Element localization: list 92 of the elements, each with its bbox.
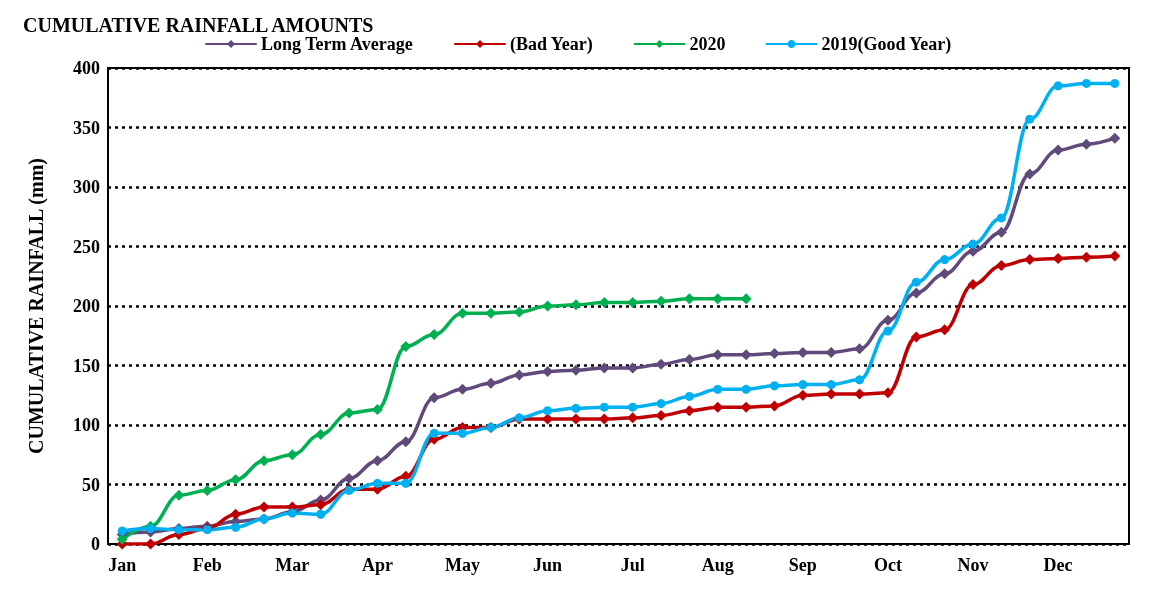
- point: [940, 255, 950, 265]
- point: [371, 455, 383, 467]
- point: [571, 403, 581, 413]
- x-tick-label: Dec: [1043, 555, 1073, 575]
- point: [939, 268, 951, 280]
- point: [1053, 81, 1063, 91]
- point: [826, 380, 836, 390]
- point: [967, 279, 979, 291]
- point: [1052, 144, 1064, 156]
- point: [1110, 78, 1120, 88]
- point: [1025, 114, 1035, 124]
- point: [570, 413, 582, 425]
- point: [485, 307, 497, 319]
- x-tick-label: Mar: [275, 555, 310, 575]
- point: [258, 455, 270, 467]
- point: [628, 402, 638, 412]
- y-tick-label: 150: [73, 355, 100, 376]
- x-tick-label: Apr: [361, 555, 393, 575]
- point: [741, 384, 751, 394]
- point: [458, 428, 468, 438]
- x-tick-label: May: [445, 555, 481, 575]
- point: [428, 392, 440, 404]
- y-tick-label: 350: [73, 117, 100, 138]
- point: [1109, 250, 1121, 262]
- point: [855, 375, 865, 385]
- point: [770, 381, 779, 391]
- point: [428, 329, 440, 341]
- point: [995, 226, 1007, 238]
- point: [372, 478, 382, 488]
- x-tick-label: Jun: [533, 555, 563, 575]
- x-tick-label: Feb: [192, 555, 222, 575]
- point: [230, 474, 242, 486]
- point: [343, 473, 355, 485]
- point: [231, 522, 241, 532]
- x-tick-label: Nov: [957, 555, 989, 575]
- point: [343, 407, 355, 419]
- point: [429, 428, 439, 438]
- y-axis-title: CUMULATIVE RAINFALL (mm): [25, 158, 48, 454]
- point: [315, 499, 327, 511]
- point: [854, 343, 866, 355]
- y-tick-label: 250: [73, 236, 100, 257]
- point: [911, 277, 921, 287]
- point: [400, 436, 412, 448]
- point: [939, 324, 951, 336]
- y-tick-label: 300: [73, 177, 100, 197]
- point: [656, 399, 666, 409]
- point: [798, 380, 808, 390]
- point: [258, 501, 270, 513]
- y-tick-label: 0: [91, 534, 100, 554]
- point: [570, 364, 582, 376]
- x-tick-label: Sep: [788, 555, 817, 575]
- point: [825, 388, 837, 400]
- x-tick-label: Aug: [701, 555, 734, 575]
- x-tick-label: Oct: [873, 555, 902, 575]
- point: [117, 526, 127, 536]
- point: [543, 406, 553, 416]
- y-tick-label: 100: [73, 415, 100, 435]
- point: [995, 260, 1007, 272]
- y-tick-label: 200: [73, 296, 100, 316]
- point: [230, 508, 242, 520]
- point: [315, 429, 327, 441]
- x-tick-label: Jul: [620, 555, 645, 575]
- point: [286, 449, 298, 461]
- x-tick-label: Jan: [108, 555, 137, 575]
- point: [713, 384, 723, 394]
- point: [882, 387, 894, 399]
- point: [683, 405, 695, 417]
- point: [400, 340, 412, 352]
- point: [910, 287, 922, 299]
- point: [1024, 168, 1036, 180]
- point: [968, 239, 978, 249]
- legend-label: Long Term Average: [261, 34, 413, 54]
- point: [883, 326, 893, 336]
- point: [485, 377, 497, 389]
- point: [1081, 78, 1091, 88]
- point: [401, 478, 411, 488]
- point: [599, 402, 609, 412]
- point: [201, 484, 213, 496]
- legend-label: 2020: [689, 34, 726, 54]
- point: [996, 213, 1006, 223]
- y-tick-label: 400: [73, 58, 100, 78]
- point: [146, 524, 156, 534]
- point: [684, 391, 694, 401]
- y-tick-label: 50: [82, 474, 100, 495]
- point: [882, 314, 894, 326]
- legend-label: (Bad Year): [510, 34, 593, 55]
- point: [173, 489, 185, 501]
- legend-label: 2019(Good Year): [821, 34, 952, 55]
- point: [316, 509, 326, 519]
- point: [1109, 132, 1121, 144]
- point: [910, 331, 922, 343]
- chart-title: CUMULATIVE RAINFALL AMOUNTS: [23, 14, 374, 36]
